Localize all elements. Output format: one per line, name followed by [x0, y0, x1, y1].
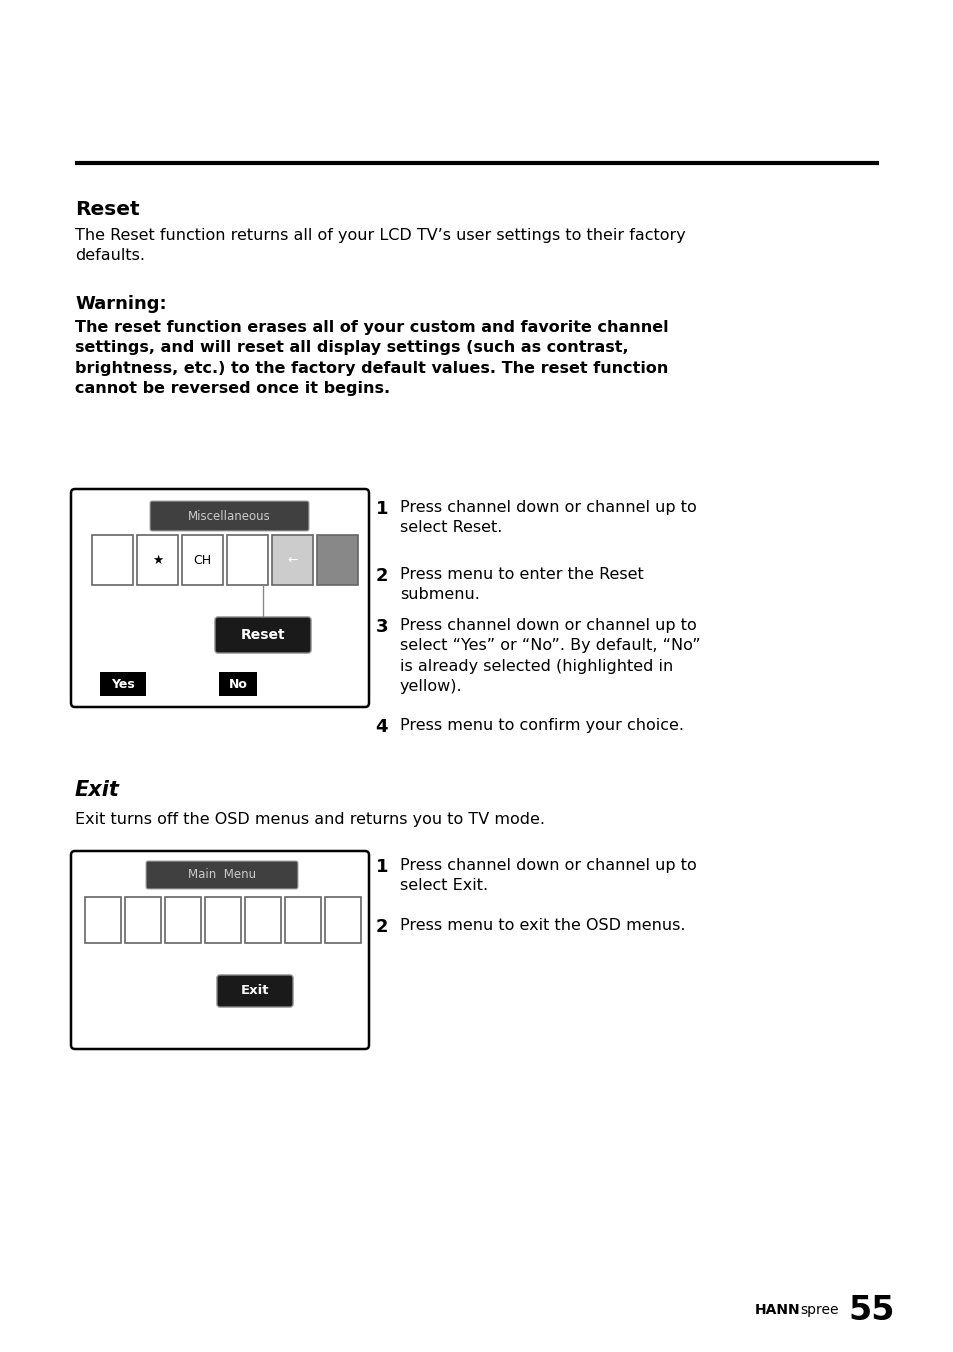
Text: 1: 1 — [375, 500, 388, 518]
Bar — [137, 535, 178, 585]
Bar — [205, 896, 241, 942]
Text: Press channel down or channel up to
select Exit.: Press channel down or channel up to sele… — [399, 859, 696, 894]
Bar — [182, 535, 223, 585]
Text: 4: 4 — [375, 718, 388, 735]
Text: Press menu to enter the Reset
submenu.: Press menu to enter the Reset submenu. — [399, 566, 643, 603]
Text: Reset: Reset — [75, 200, 139, 219]
Text: Exit turns off the OSD menus and returns you to TV mode.: Exit turns off the OSD menus and returns… — [75, 813, 544, 827]
Text: No: No — [229, 677, 247, 691]
Text: Reset: Reset — [240, 627, 285, 642]
Bar — [227, 535, 268, 585]
Text: 55: 55 — [847, 1294, 894, 1326]
FancyBboxPatch shape — [146, 861, 297, 890]
Text: Main  Menu: Main Menu — [188, 868, 255, 882]
Bar — [165, 896, 201, 942]
FancyBboxPatch shape — [150, 502, 309, 531]
Bar — [125, 896, 161, 942]
Text: CH: CH — [193, 553, 212, 566]
Text: ★: ★ — [152, 553, 163, 566]
Text: The reset function erases all of your custom and favorite channel
settings, and : The reset function erases all of your cu… — [75, 320, 668, 396]
Text: 2: 2 — [375, 566, 388, 585]
Bar — [325, 896, 360, 942]
Text: Warning:: Warning: — [75, 295, 167, 314]
FancyBboxPatch shape — [216, 975, 293, 1007]
FancyBboxPatch shape — [214, 617, 311, 653]
Text: Miscellaneous: Miscellaneous — [188, 510, 271, 522]
Text: Press channel down or channel up to
select Reset.: Press channel down or channel up to sele… — [399, 500, 696, 535]
Text: Exit: Exit — [75, 780, 120, 800]
Text: The Reset function returns all of your LCD TV’s user settings to their factory
d: The Reset function returns all of your L… — [75, 228, 685, 264]
Text: Press channel down or channel up to
select “Yes” or “No”. By default, “No”
is al: Press channel down or channel up to sele… — [399, 618, 700, 694]
Text: Press menu to confirm your choice.: Press menu to confirm your choice. — [399, 718, 683, 733]
Bar — [316, 535, 357, 585]
FancyBboxPatch shape — [71, 850, 369, 1049]
Text: 1: 1 — [375, 859, 388, 876]
Bar — [285, 896, 320, 942]
Bar — [219, 672, 256, 696]
Text: Yes: Yes — [111, 677, 134, 691]
Text: Exit: Exit — [240, 984, 269, 998]
Text: HANN: HANN — [754, 1303, 800, 1317]
Text: 2: 2 — [375, 918, 388, 936]
Bar — [272, 535, 313, 585]
Text: 3: 3 — [375, 618, 388, 635]
Bar — [91, 535, 132, 585]
Text: Press menu to exit the OSD menus.: Press menu to exit the OSD menus. — [399, 918, 685, 933]
Text: ←: ← — [287, 553, 297, 566]
Text: spree: spree — [800, 1303, 838, 1317]
Bar — [85, 896, 121, 942]
Bar — [245, 896, 281, 942]
FancyBboxPatch shape — [71, 489, 369, 707]
Bar — [100, 672, 146, 696]
